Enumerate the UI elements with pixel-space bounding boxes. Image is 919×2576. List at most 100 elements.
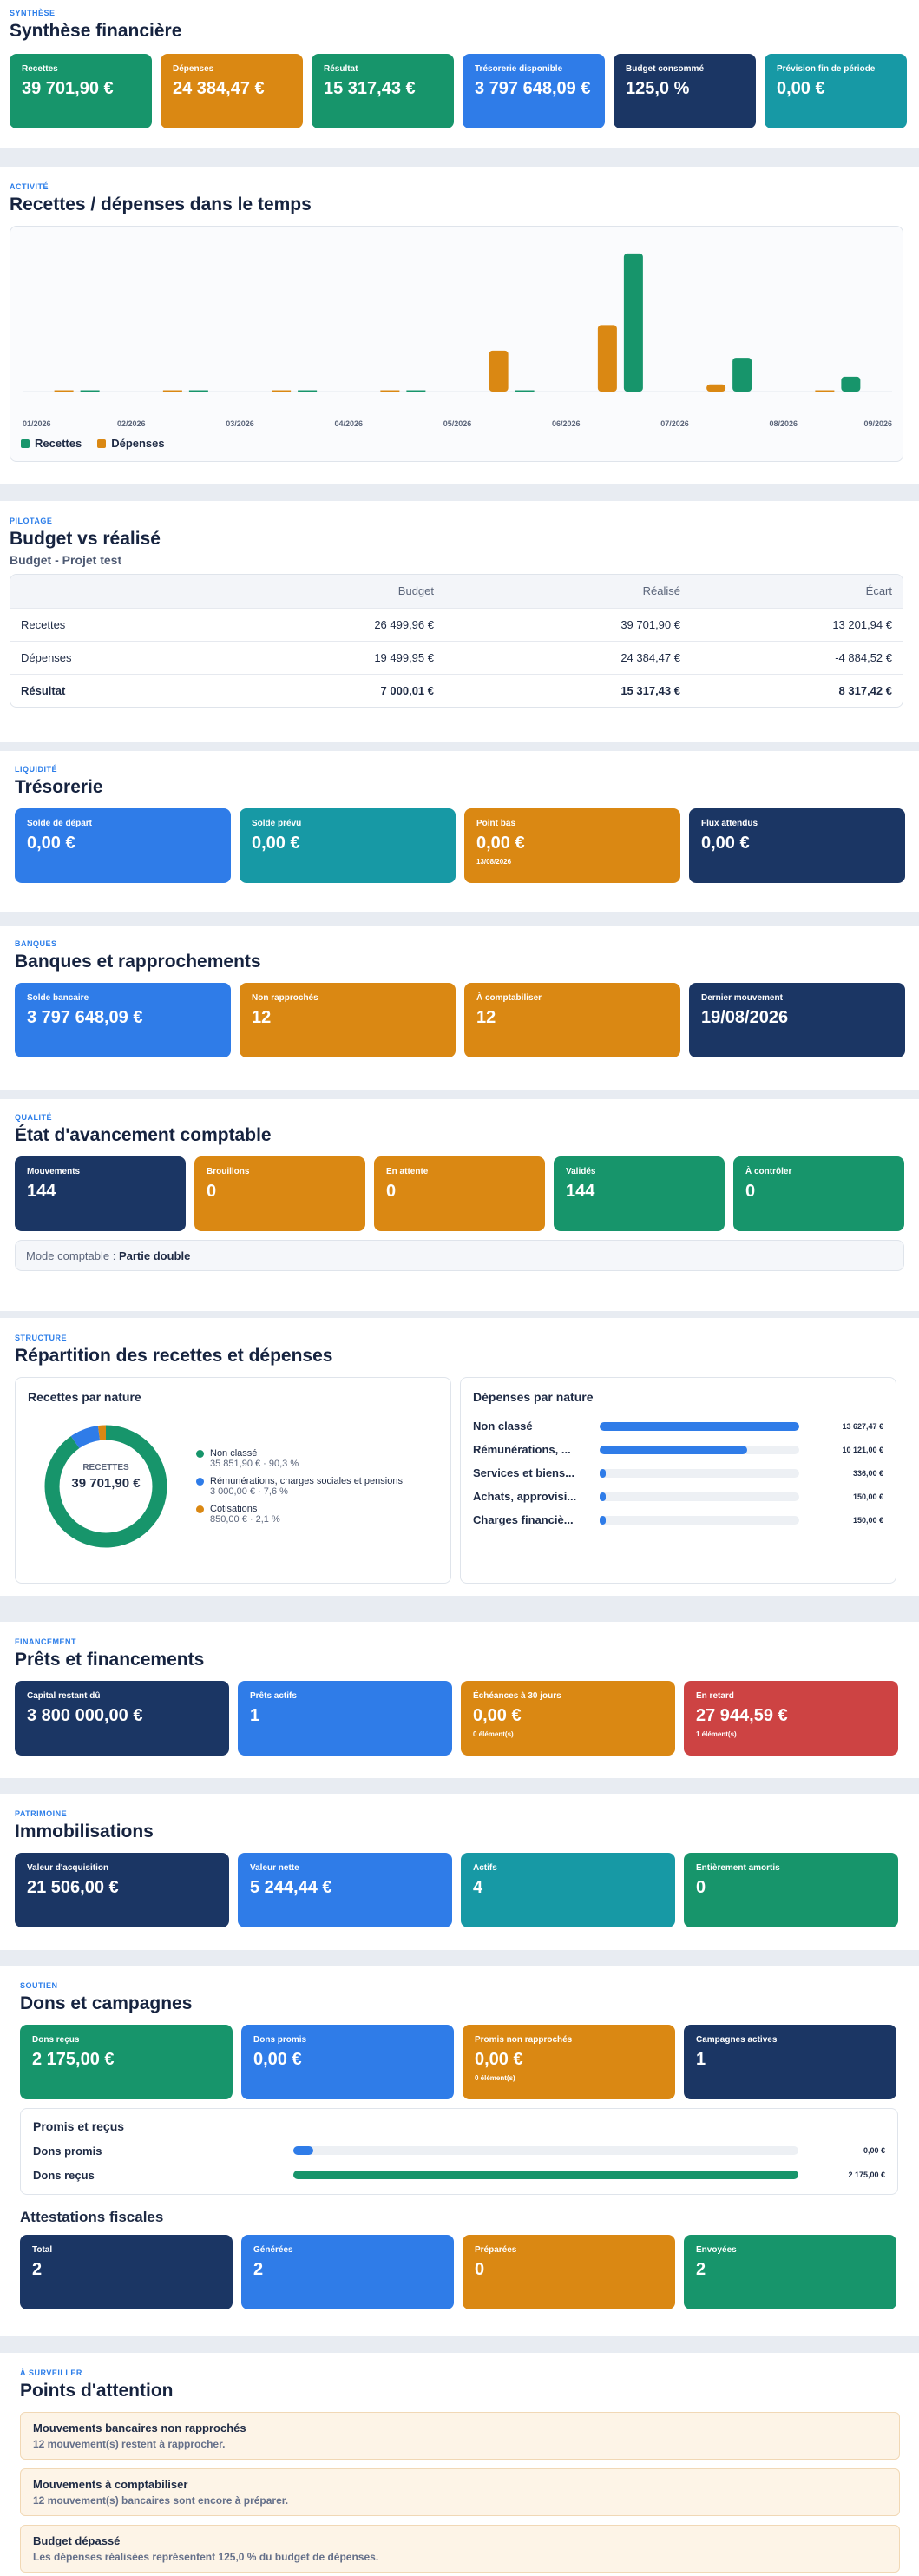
- legend-detail: 35 851,90 € · 90,3 %: [210, 1459, 299, 1469]
- kpi-card-tresorerie[interactable]: Trésorerie disponible 3 797 648,09 €: [463, 54, 605, 128]
- kpi-card-non-rapproches[interactable]: Non rapprochés 12: [240, 983, 456, 1057]
- bar-depenses[interactable]: [706, 384, 726, 392]
- table-header: Réalisé: [642, 584, 680, 598]
- kpi-label: Dons promis: [253, 2035, 307, 2045]
- section-title: Répartition des recettes et dépenses: [15, 1346, 333, 1366]
- bar-recettes[interactable]: [80, 390, 100, 392]
- kpi-label: Promis non rapprochés: [475, 2035, 573, 2045]
- kpi-card-a-comptabiliser[interactable]: À comptabiliser 12: [464, 983, 680, 1057]
- x-tick-label: 09/2026: [863, 419, 892, 428]
- kpi-card-attest-preparees[interactable]: Préparées 0: [463, 2235, 675, 2309]
- section-eyebrow: BANQUES: [15, 939, 57, 948]
- kpi-card-valeur-nette[interactable]: Valeur nette 5 244,44 €: [238, 1853, 452, 1927]
- bar-recettes[interactable]: [841, 376, 861, 392]
- x-tick-label: 07/2026: [660, 419, 689, 428]
- legend-dot: [196, 1505, 204, 1513]
- attention-desc: Les dépenses réalisées représentent 125,…: [33, 2551, 379, 2563]
- kpi-card-attest-generees[interactable]: Générées 2: [241, 2235, 454, 2309]
- bar-depenses[interactable]: [54, 390, 74, 392]
- table-row-total: Résultat 7 000,01 € 15 317,43 € 8 317,42…: [10, 674, 903, 707]
- bar-value: 150,00 €: [852, 1492, 883, 1501]
- kpi-value: 0,00 €: [253, 2050, 302, 2069]
- x-tick-label: 01/2026: [23, 419, 51, 428]
- kpi-card-actifs[interactable]: Actifs 4: [461, 1853, 675, 1927]
- table-cell: 13 201,94 €: [832, 617, 892, 631]
- kpi-card-dons-promis[interactable]: Dons promis 0,00 €: [241, 2025, 454, 2099]
- bar-depenses[interactable]: [380, 390, 400, 392]
- kpi-card-prets-actifs[interactable]: Prêts actifs 1: [238, 1681, 452, 1756]
- donut-slice[interactable]: [44, 1425, 167, 1548]
- table-cell: Dépenses: [21, 650, 72, 664]
- kpi-card-echeances[interactable]: Échéances à 30 jours 0,00 € 0 élément(s): [461, 1681, 675, 1756]
- kpi-card-solde-depart[interactable]: Solde de départ 0,00 €: [15, 808, 231, 883]
- section-eyebrow: QUALITÉ: [15, 1113, 52, 1122]
- legend-item-recettes[interactable]: Recettes: [21, 437, 82, 450]
- kpi-card-amortis[interactable]: Entièrement amortis 0: [684, 1853, 898, 1927]
- bar-depenses[interactable]: [272, 390, 292, 392]
- bar-depenses[interactable]: [597, 325, 617, 392]
- kpi-value: 2: [253, 2260, 264, 2279]
- kpi-value: 19/08/2026: [701, 1008, 789, 1027]
- bar-recettes[interactable]: [623, 253, 643, 392]
- attention-item[interactable]: Mouvements bancaires non rapprochés 12 m…: [20, 2412, 900, 2460]
- kpi-card-promis-non-rapproches[interactable]: Promis non rapprochés 0,00 € 0 élément(s…: [463, 2025, 675, 2099]
- kpi-value: 3 797 648,09 €: [475, 79, 591, 98]
- kpi-card-a-controler[interactable]: À contrôler 0: [733, 1156, 904, 1231]
- kpi-card-valides[interactable]: Validés 144: [554, 1156, 725, 1231]
- chart-legend: Recettes Dépenses: [21, 437, 165, 450]
- kpi-card-en-attente[interactable]: En attente 0: [374, 1156, 545, 1231]
- table-cell: Résultat: [21, 683, 66, 697]
- kpi-card-capital-restant[interactable]: Capital restant dû 3 800 000,00 €: [15, 1681, 229, 1756]
- kpi-card-flux-attendus[interactable]: Flux attendus 0,00 €: [689, 808, 905, 883]
- bar-depenses[interactable]: [162, 390, 182, 392]
- kpi-card-mouvements[interactable]: Mouvements 144: [15, 1156, 186, 1231]
- legend-dot: [196, 1478, 204, 1486]
- bar-depenses[interactable]: [815, 390, 835, 392]
- bar-recettes[interactable]: [298, 390, 318, 392]
- bar-label: Dons promis: [33, 2144, 102, 2158]
- kpi-value: 0,00 €: [701, 833, 750, 853]
- attention-item[interactable]: Mouvements à comptabiliser 12 mouvement(…: [20, 2468, 900, 2516]
- legend-swatch: [97, 438, 107, 448]
- kpi-card-valeur-acquisition[interactable]: Valeur d'acquisition 21 506,00 €: [15, 1853, 229, 1927]
- kpi-value: 125,0 %: [626, 79, 690, 98]
- kpi-card-solde-bancaire[interactable]: Solde bancaire 3 797 648,09 €: [15, 983, 231, 1057]
- kpi-card-dons-recus[interactable]: Dons reçus 2 175,00 €: [20, 2025, 233, 2099]
- kpi-value: 0: [745, 1182, 756, 1201]
- attention-item[interactable]: Budget dépassé Les dépenses réalisées re…: [20, 2525, 900, 2573]
- kpi-value: 3 797 648,09 €: [27, 1008, 143, 1027]
- kpi-card-budget-consomme[interactable]: Budget consommé 125,0 %: [614, 54, 756, 128]
- box-title: Promis et reçus: [33, 2119, 125, 2133]
- kpi-card-campagnes-actives[interactable]: Campagnes actives 1: [684, 2025, 896, 2099]
- bar-recettes[interactable]: [732, 358, 752, 392]
- table-header: [10, 575, 219, 608]
- mode-value: Partie double: [118, 1249, 191, 1262]
- kpi-card-attest-total[interactable]: Total 2: [20, 2235, 233, 2309]
- kpi-label: Échéances à 30 jours: [473, 1691, 561, 1701]
- kpi-label: Solde de départ: [27, 819, 93, 828]
- kpi-card-en-retard[interactable]: En retard 27 944,59 € 1 élément(s): [684, 1681, 898, 1756]
- kpi-card-resultat[interactable]: Résultat 15 317,43 €: [312, 54, 454, 128]
- kpi-value: 12: [476, 1008, 496, 1027]
- legend-item-depenses[interactable]: Dépenses: [97, 437, 165, 450]
- kpi-label: Dépenses: [173, 64, 214, 74]
- kpi-card-point-bas[interactable]: Point bas 0,00 € 13/08/2026: [464, 808, 680, 883]
- kpi-card-brouillons[interactable]: Brouillons 0: [194, 1156, 365, 1231]
- kpi-card-depenses[interactable]: Dépenses 24 384,47 €: [161, 54, 303, 128]
- kpi-card-prevision[interactable]: Prévision fin de période 0,00 €: [765, 54, 907, 128]
- legend-swatch: [21, 438, 30, 448]
- bar-depenses[interactable]: [489, 350, 509, 392]
- legend-label: Cotisations: [210, 1504, 258, 1514]
- bar-row: Non classé 13 627,47 €: [473, 1414, 883, 1438]
- kpi-label: À comptabiliser: [476, 993, 542, 1003]
- bar-recettes[interactable]: [406, 390, 426, 392]
- table-cell: 26 499,96 €: [374, 617, 434, 631]
- kpi-card-recettes[interactable]: Recettes 39 701,90 €: [10, 54, 152, 128]
- legend-detail: 850,00 € · 2,1 %: [210, 1514, 280, 1525]
- card-title: Recettes par nature: [28, 1390, 141, 1404]
- bar-recettes[interactable]: [515, 390, 535, 392]
- kpi-card-solde-prevu[interactable]: Solde prévu 0,00 €: [240, 808, 456, 883]
- kpi-card-dernier-mouvement[interactable]: Dernier mouvement 19/08/2026: [689, 983, 905, 1057]
- kpi-card-attest-envoyees[interactable]: Envoyées 2: [684, 2235, 896, 2309]
- bar-recettes[interactable]: [188, 390, 208, 392]
